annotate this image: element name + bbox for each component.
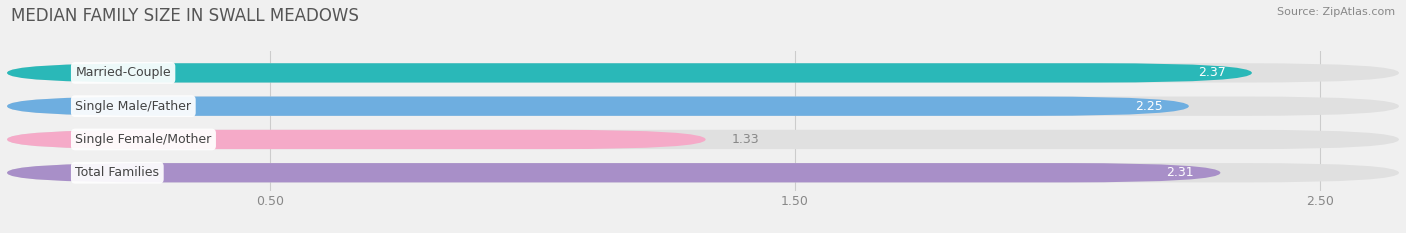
FancyBboxPatch shape bbox=[7, 63, 1251, 82]
Text: 2.37: 2.37 bbox=[1198, 66, 1226, 79]
FancyBboxPatch shape bbox=[7, 130, 1399, 149]
FancyBboxPatch shape bbox=[7, 130, 706, 149]
Text: MEDIAN FAMILY SIZE IN SWALL MEADOWS: MEDIAN FAMILY SIZE IN SWALL MEADOWS bbox=[11, 7, 359, 25]
FancyBboxPatch shape bbox=[7, 63, 1399, 82]
FancyBboxPatch shape bbox=[7, 163, 1399, 182]
Text: Married-Couple: Married-Couple bbox=[76, 66, 172, 79]
FancyBboxPatch shape bbox=[7, 163, 1220, 182]
Text: Source: ZipAtlas.com: Source: ZipAtlas.com bbox=[1277, 7, 1395, 17]
Text: 2.31: 2.31 bbox=[1167, 166, 1194, 179]
Text: Single Female/Mother: Single Female/Mother bbox=[76, 133, 211, 146]
Text: Single Male/Father: Single Male/Father bbox=[76, 100, 191, 113]
FancyBboxPatch shape bbox=[7, 96, 1189, 116]
Text: 2.25: 2.25 bbox=[1135, 100, 1163, 113]
FancyBboxPatch shape bbox=[7, 96, 1399, 116]
Text: Total Families: Total Families bbox=[76, 166, 159, 179]
Text: 1.33: 1.33 bbox=[733, 133, 759, 146]
